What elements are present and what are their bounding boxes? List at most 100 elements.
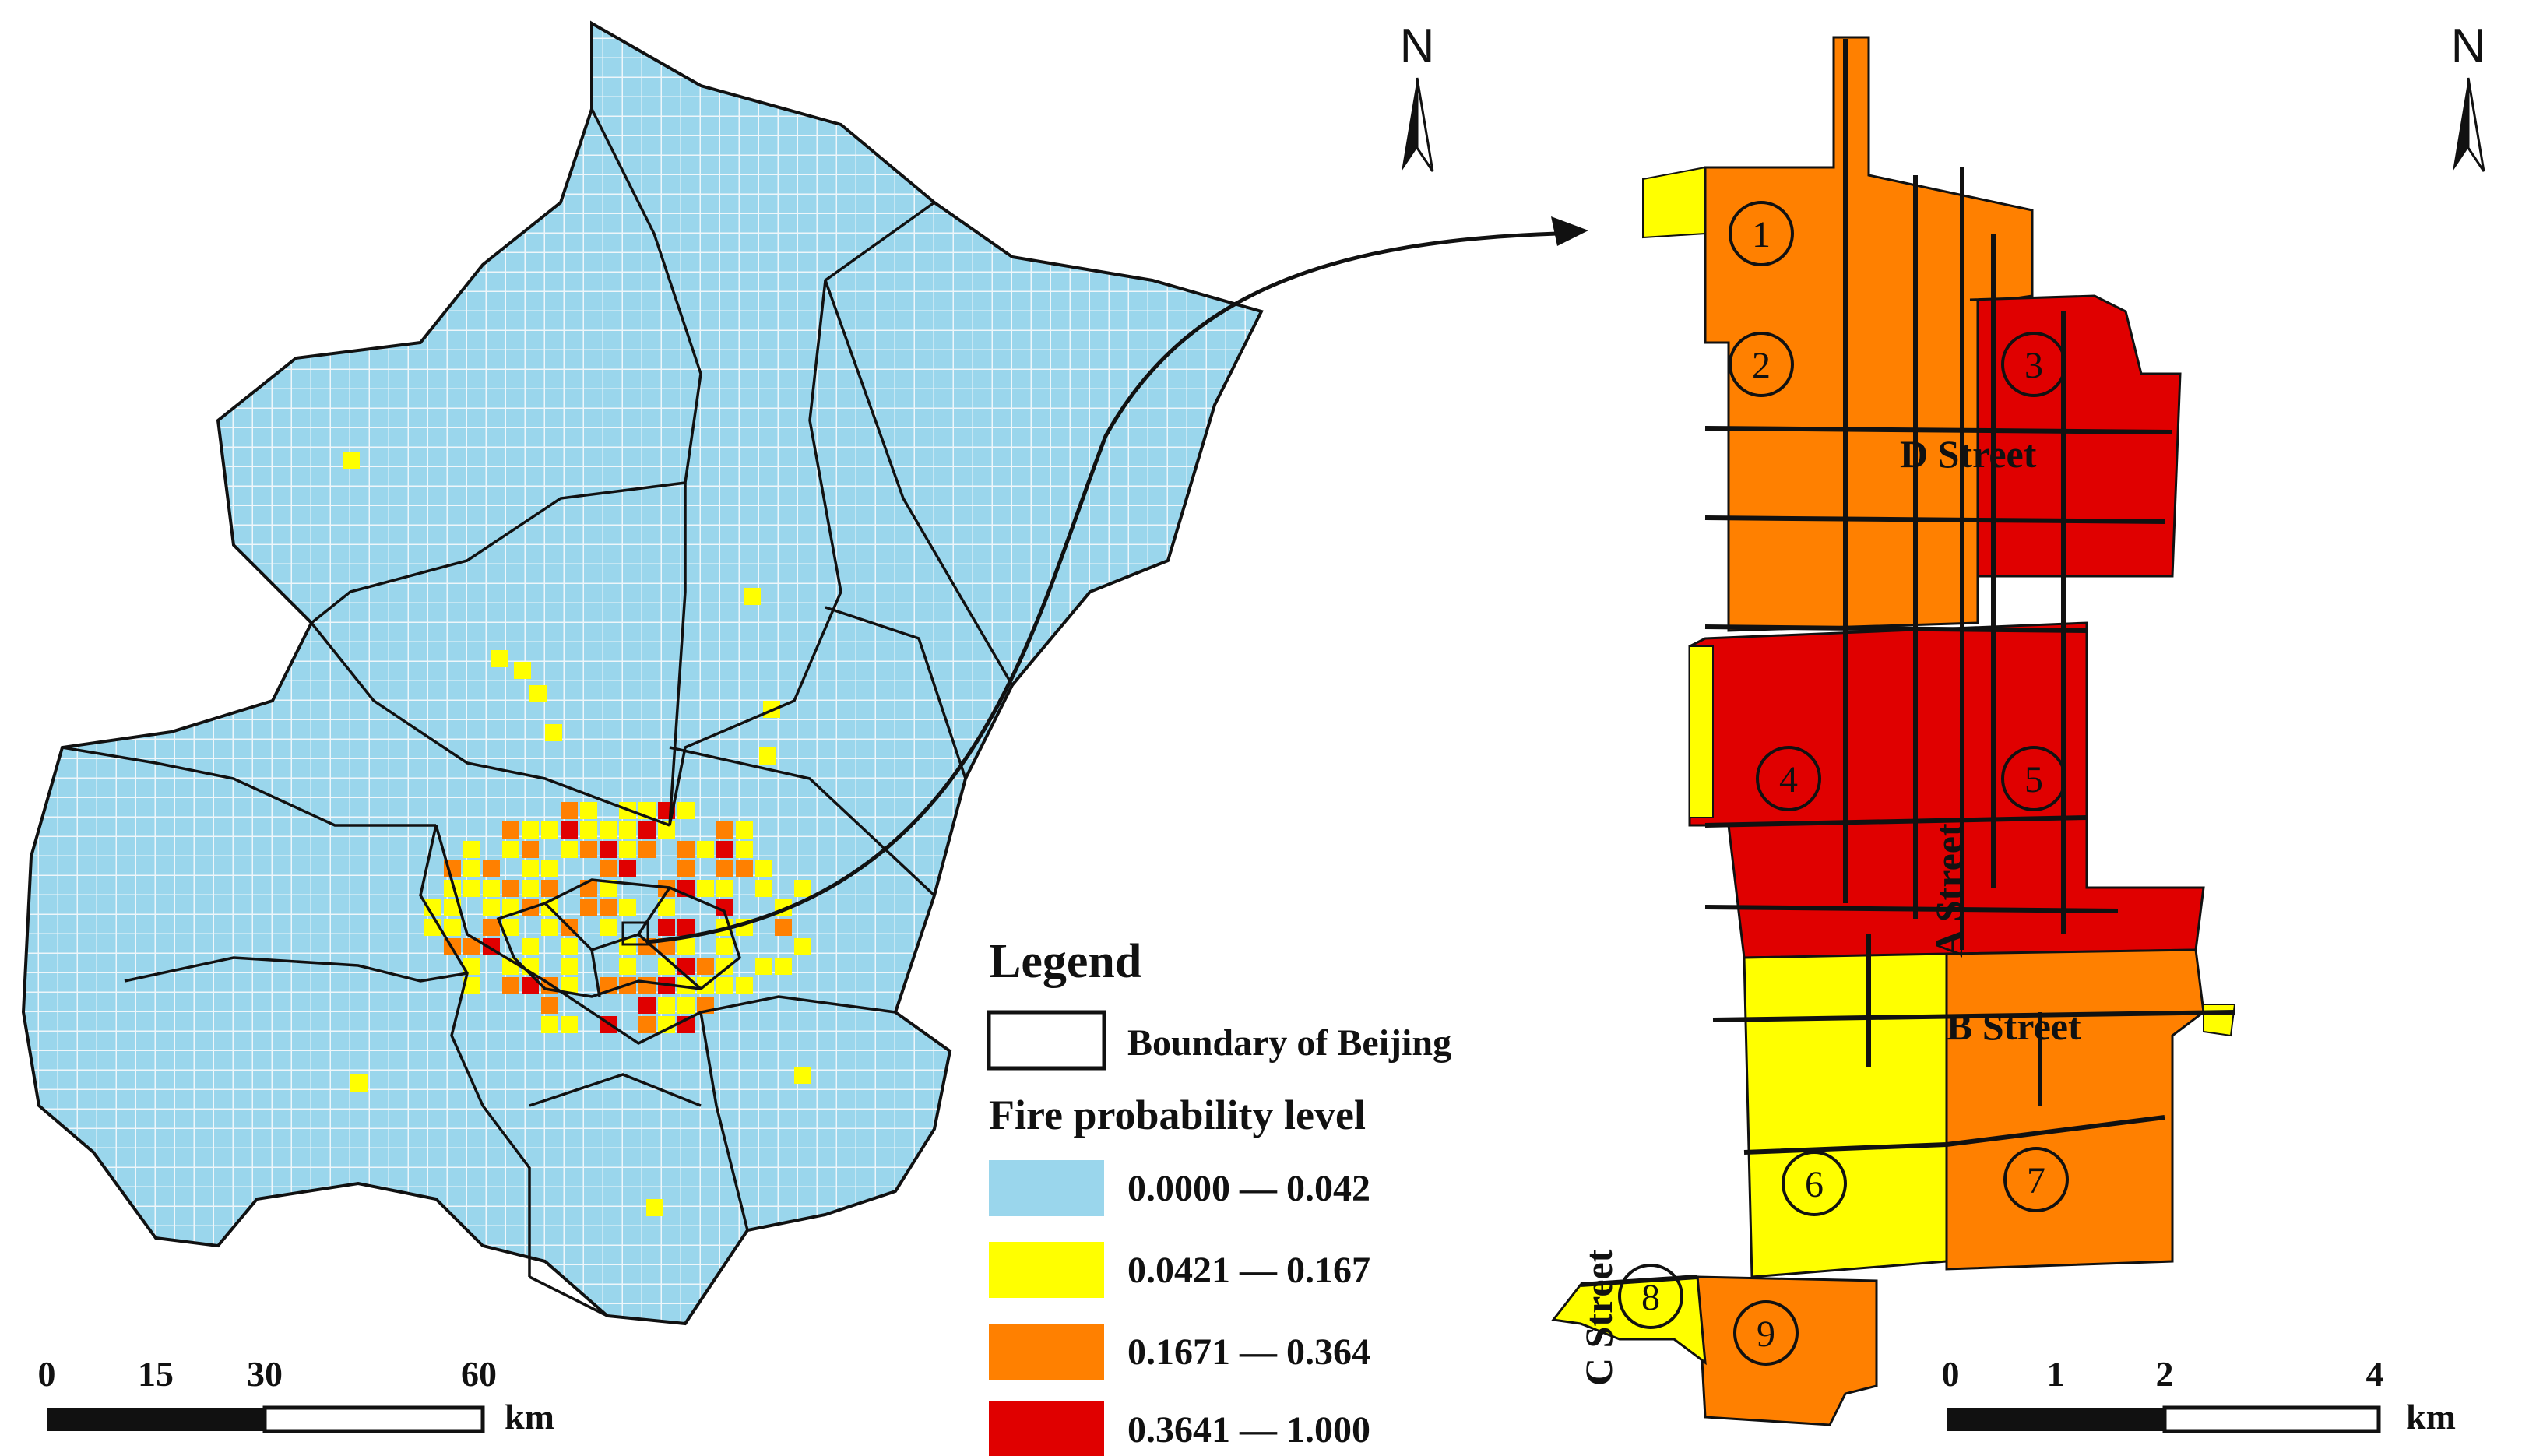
- grid-cell: [677, 919, 695, 936]
- legend-range-1: 0.0000 — 0.042: [1127, 1168, 1370, 1209]
- grid-cell: [658, 1016, 675, 1033]
- north-label: N: [1400, 19, 1435, 73]
- zone-marker-circle: [2001, 746, 2066, 811]
- grid-cell: [483, 880, 500, 897]
- scale-bar-right: 0 1 2 4 km: [1942, 1354, 2456, 1437]
- grid-cell: [483, 899, 500, 916]
- zone-number-3: 3: [2024, 345, 2043, 386]
- grid-cell: [463, 860, 480, 877]
- study-area-box: [621, 921, 649, 946]
- zone-markers: 1 2 3 4 5 6 7 8 9: [1618, 201, 2069, 1366]
- legend-range-3: 0.1671 — 0.364: [1127, 1331, 1370, 1373]
- grid-cell: [522, 880, 539, 897]
- grid-cell: [658, 997, 675, 1014]
- grid-cell: [444, 919, 461, 936]
- grid-cell: [580, 899, 597, 916]
- grid-cell: [759, 747, 776, 765]
- grid-cell: [619, 958, 636, 975]
- zone-number-2: 2: [1752, 345, 1771, 386]
- zone-marker-circle: [1729, 332, 1794, 397]
- grid-cell: [522, 860, 539, 877]
- scale-unit: km: [2406, 1397, 2456, 1437]
- grid-cell: [502, 880, 519, 897]
- scale-tick-0: 0: [1942, 1354, 1960, 1394]
- grid-cell: [736, 821, 753, 839]
- grid-cell: [561, 938, 578, 955]
- grid-cell: [343, 452, 360, 469]
- grid-cell: [522, 938, 539, 955]
- street-lines: [1580, 39, 2235, 1287]
- grid-cell: [541, 919, 558, 936]
- grid-cell: [502, 919, 519, 936]
- zone-marker-circle: [1733, 1300, 1799, 1366]
- grid-cell: [541, 860, 558, 877]
- grid-cell: [483, 860, 500, 877]
- north-label: N: [2451, 19, 2486, 73]
- grid-cell: [716, 977, 733, 994]
- grid-cell: [463, 880, 480, 897]
- grid-cell: [646, 1199, 663, 1216]
- grid-cell: [424, 899, 441, 916]
- grid-cell: [716, 821, 733, 839]
- grid-cell: [580, 821, 597, 839]
- grid-cell: [744, 588, 761, 605]
- grid-cell: [600, 880, 617, 897]
- grid-cell: [463, 841, 480, 858]
- scale-tick-30: 30: [247, 1354, 283, 1394]
- grid-cell: [638, 977, 656, 994]
- zone-number-1: 1: [1752, 214, 1771, 255]
- zone-orange-north: [1704, 36, 2034, 632]
- scale-tick-4: 4: [2366, 1354, 2384, 1394]
- legend-swatch-2: [989, 1242, 1104, 1298]
- grid-cell: [561, 1016, 578, 1033]
- street-label-b: B Street: [1947, 1004, 2081, 1048]
- beijing-grid-map: [21, 20, 1264, 1326]
- grid-cell: [600, 821, 617, 839]
- legend-boundary-label: Boundary of Beijing: [1127, 1022, 1451, 1064]
- grid-cell: [1090, 744, 1107, 761]
- grid-cell: [658, 899, 675, 916]
- grid-cell: [794, 1067, 811, 1084]
- zone-yellow-notch: [2203, 1004, 2236, 1037]
- grid-cell: [619, 860, 636, 877]
- scale-unit: km: [505, 1397, 554, 1437]
- grid-cell: [522, 841, 539, 858]
- zone-yellow-west-strip: [1689, 645, 1714, 818]
- grid-cell: [350, 1074, 368, 1092]
- grid-cell: [658, 821, 675, 839]
- zone-number-6: 6: [1805, 1164, 1824, 1205]
- zoom-connector-arrow: [645, 216, 1588, 944]
- grid-cell: [716, 860, 733, 877]
- street-label-c: C Street: [1577, 1249, 1620, 1386]
- legend-range-4: 0.3641 — 1.000: [1127, 1409, 1370, 1451]
- grid-cell: [677, 841, 695, 858]
- legend-swatch-4: [989, 1401, 1104, 1456]
- grid-cell: [561, 977, 578, 994]
- legend-range-2: 0.0421 — 0.167: [1127, 1250, 1370, 1291]
- legend-swatch-3: [989, 1324, 1104, 1380]
- grid-cell: [619, 899, 636, 916]
- grid-cell: [755, 958, 772, 975]
- grid-cell: [561, 958, 578, 975]
- grid-cell: [514, 662, 531, 679]
- zone-number-5: 5: [2024, 759, 2043, 800]
- grid-cell: [973, 802, 990, 819]
- zone-number-4: 4: [1779, 759, 1798, 800]
- legend-swatch-1: [989, 1160, 1104, 1216]
- grid-cell: [716, 938, 733, 955]
- beijing-boundary: [21, 20, 1264, 1326]
- legend-boundary-swatch: [987, 1010, 1106, 1071]
- grid-cell: [677, 860, 695, 877]
- grid-cell: [580, 841, 597, 858]
- grid-cell: [463, 977, 480, 994]
- grid-cell: [755, 860, 772, 877]
- grid-cell: [794, 938, 811, 955]
- grid-cell: [716, 880, 733, 897]
- grid-cell: [619, 841, 636, 858]
- street-labels: D Street B Street A Street C Street: [1577, 432, 2081, 1386]
- grid-cell: [545, 724, 562, 741]
- zone-red-north: [1969, 294, 2182, 623]
- grid-cell: [736, 841, 753, 858]
- grid-cell: [716, 841, 733, 858]
